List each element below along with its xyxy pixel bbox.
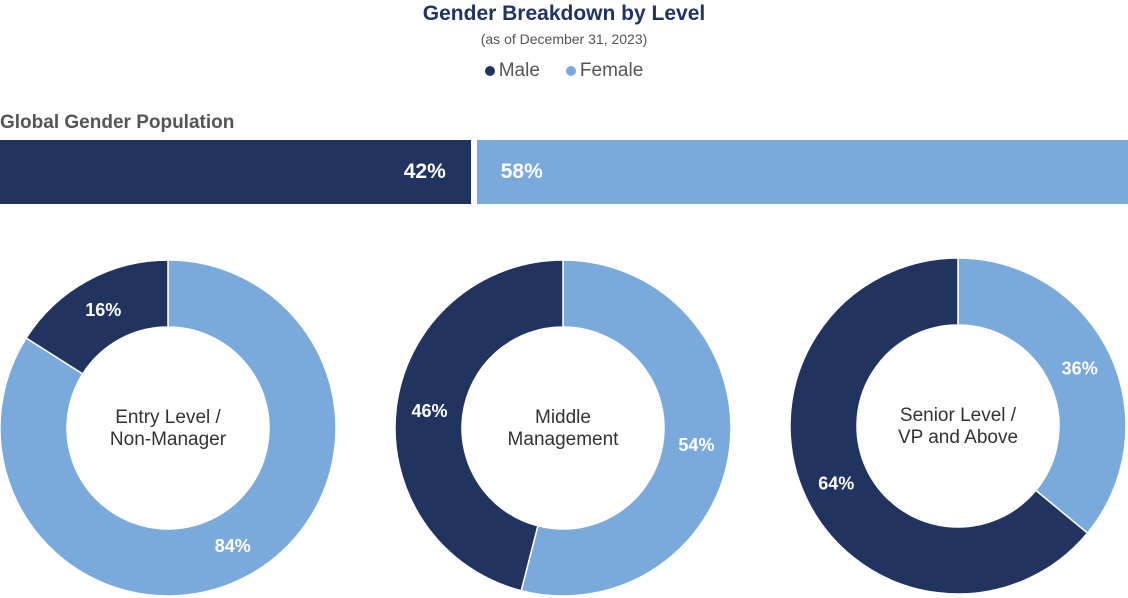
donut-senior-level-center-label: Senior Level / [900, 405, 1017, 426]
bar-female-label: 58% [500, 160, 543, 183]
legend-item-male: Male [484, 60, 540, 82]
donut-middle-management-label-female: 54% [678, 435, 714, 455]
bar-female: 58% [476, 140, 1128, 204]
chart-subtitle: (as of December 31, 2023) [480, 31, 648, 47]
donut-entry-level-slice-male [25, 259, 169, 375]
donut-senior-level-center-label: VP and Above [898, 427, 1018, 448]
bar-male-label: 42% [403, 160, 446, 183]
donut-middle-management-label-male: 46% [412, 401, 448, 421]
legend-label-male: Male [498, 60, 540, 81]
donut-entry-level-label-male: 16% [85, 300, 121, 320]
legend-item-female: Female [565, 60, 644, 82]
donut-senior-level-label-female: 36% [1062, 359, 1098, 379]
donut-entry-level-slice-female [0, 259, 337, 597]
bar-male: 42% [0, 140, 471, 204]
donut-senior-level-label-male: 64% [818, 473, 854, 493]
donut-middle-management-center-label: Middle [535, 407, 591, 428]
donut-senior-level-slice-male [789, 257, 1089, 595]
donut-middle-management-center-label: Management [508, 429, 620, 450]
chart-title: Gender Breakdown by Level [422, 2, 706, 25]
legend-label-female: Female [579, 60, 644, 81]
donut-middle-management-slice-male [394, 259, 564, 592]
legend: Male Female [0, 60, 1128, 82]
donut-entry-level-center-label: Non-Manager [110, 429, 227, 450]
global-population-label: Global Gender Population [0, 112, 235, 133]
donut-senior-level-slice-female [957, 257, 1127, 535]
legend-swatch-male [484, 66, 495, 76]
donut-middle-management-slice-female [520, 259, 732, 597]
donut-entry-level-label-female: 84% [215, 536, 251, 556]
legend-swatch-female [565, 66, 576, 76]
donut-entry-level-center-label: Entry Level / [115, 407, 221, 428]
